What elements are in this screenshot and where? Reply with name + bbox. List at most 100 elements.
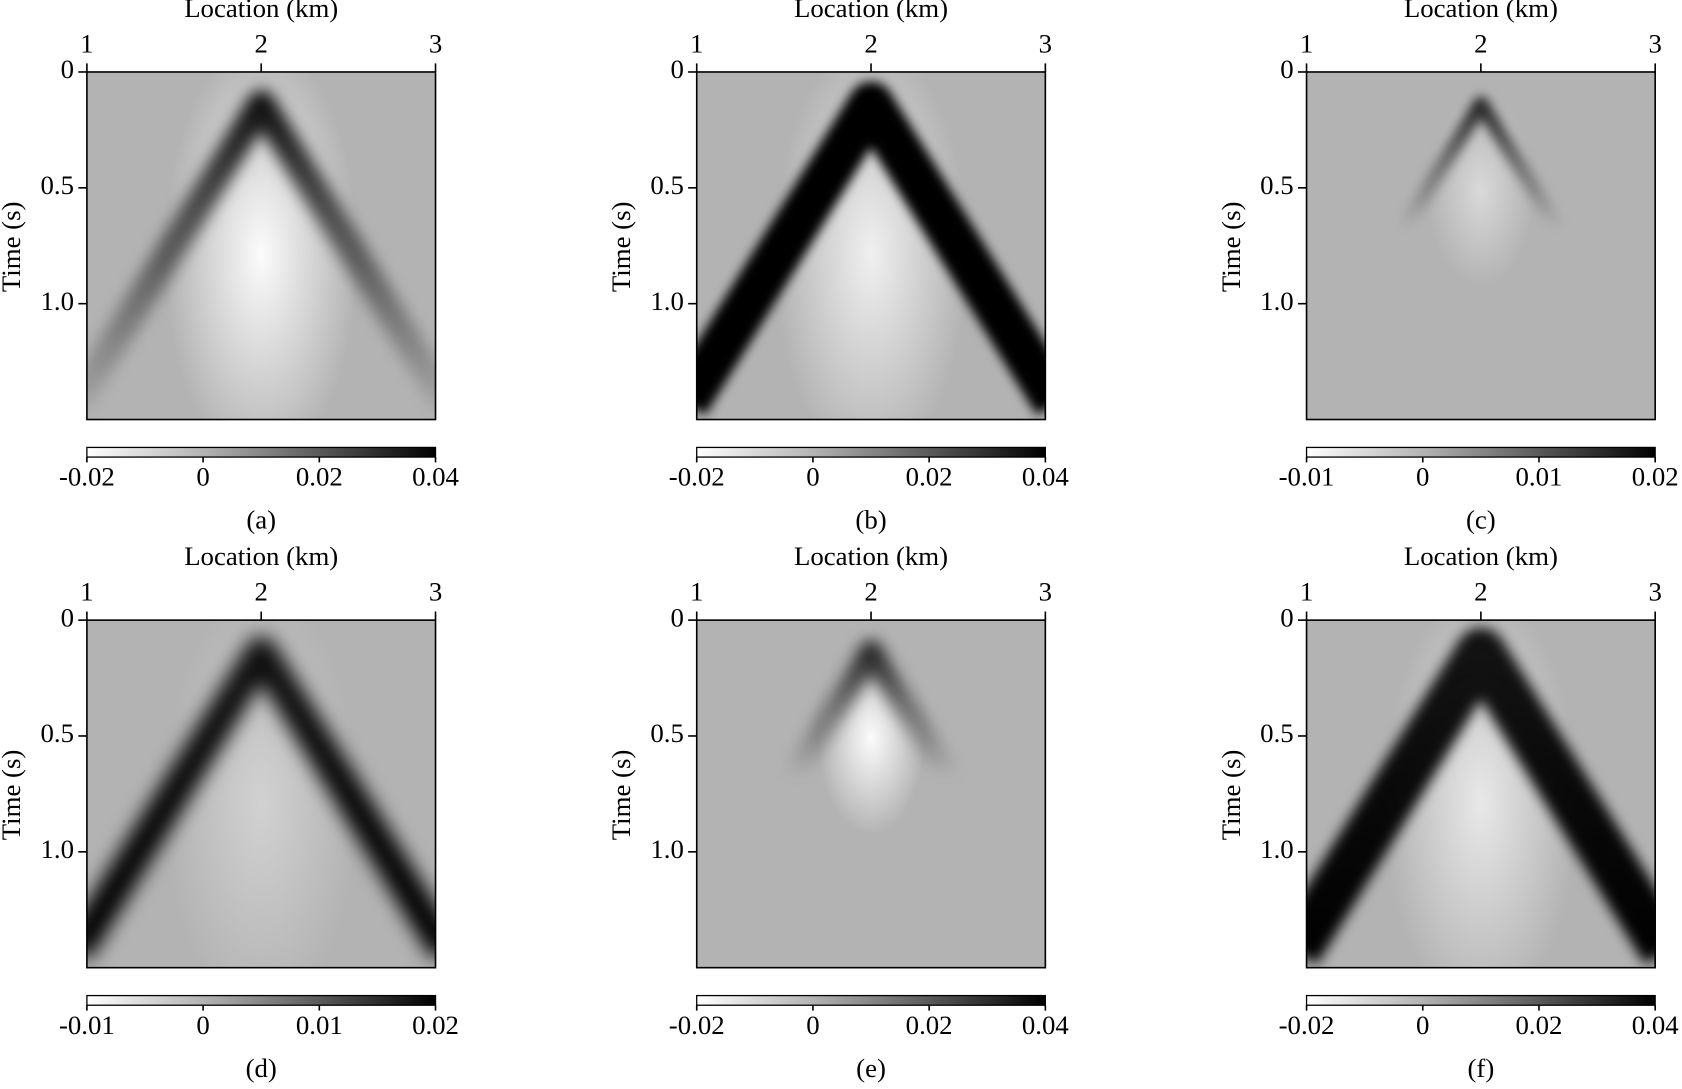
y-axis-label: Time (s) — [0, 750, 26, 841]
heatmap-image — [696, 71, 1046, 420]
wavefront — [696, 640, 1046, 957]
colorbar-tick-label: 0 — [806, 1010, 819, 1040]
colorbar — [696, 446, 1046, 458]
colorbar-tick-label: -0.01 — [1279, 462, 1335, 492]
colorbar-tick-label: 0.02 — [1516, 1010, 1563, 1040]
y-axis-label: Time (s) — [606, 750, 636, 841]
x-tick-label: 2 — [1474, 577, 1487, 607]
panel-caption: (b) — [855, 505, 886, 535]
x-axis-label: Location (km) — [1404, 541, 1558, 571]
heatmap-image — [696, 620, 1046, 968]
y-tick-label: 1.0 — [650, 286, 684, 316]
colorbar-tick-label: 0.02 — [412, 1010, 459, 1040]
wavefront — [696, 81, 1046, 416]
x-tick-label: 1 — [80, 28, 93, 58]
y-tick-label: 0 — [1280, 602, 1293, 632]
colorbar-tick-label: 0 — [196, 1010, 209, 1040]
colorbar — [86, 446, 437, 458]
y-axis-label: Time (s) — [1216, 750, 1246, 841]
wavefront — [1306, 96, 1656, 401]
x-tick-label: 1 — [80, 577, 93, 607]
y-tick-label: 1.0 — [1260, 286, 1294, 316]
y-tick-label: 0.5 — [41, 170, 75, 200]
x-tick-label: 3 — [1648, 28, 1661, 58]
x-tick-label: 1 — [1300, 28, 1313, 58]
colorbar-tick-label: 0.01 — [1516, 462, 1563, 492]
colorbar-tick-label: -0.02 — [59, 462, 115, 492]
x-tick-label: 3 — [1039, 577, 1052, 607]
wavefront — [1306, 627, 1656, 965]
y-tick-label: 0.5 — [650, 170, 684, 200]
y-tick-label: 0.5 — [650, 718, 684, 748]
colorbar-tick-label: 0.04 — [1022, 1010, 1069, 1040]
heatmap-image — [1306, 71, 1656, 420]
colorbar-tick-label: 0.04 — [1632, 1010, 1679, 1040]
wavefront — [86, 90, 436, 411]
colorbar-tick-label: -0.02 — [669, 462, 725, 492]
colorbar-tick-label: 0.04 — [412, 462, 459, 492]
x-tick-label: 2 — [864, 28, 877, 58]
x-axis-label: Location (km) — [794, 0, 948, 23]
y-tick-label: 0 — [670, 54, 683, 84]
panel-caption: (f) — [1467, 1053, 1494, 1083]
panel: 1 2 3 0 0.5 1.0 Location (km) Time (s) -0.02 0 0.0… — [0, 0, 459, 535]
y-axis-label: Time (s) — [0, 202, 26, 293]
heatmap-image — [86, 620, 436, 968]
colorbar — [86, 994, 437, 1006]
y-tick-label: 1.0 — [41, 834, 75, 864]
x-tick-label: 1 — [690, 28, 703, 58]
panel-caption: (a) — [246, 505, 276, 535]
x-tick-label: 3 — [1648, 577, 1661, 607]
x-axis-label: Location (km) — [794, 541, 948, 571]
panel: 1 2 3 0 0.5 1.0 Location (km) Time (s) -0.02 0 0.0… — [606, 0, 1069, 535]
colorbar — [1305, 446, 1656, 458]
x-tick-label: 3 — [429, 577, 442, 607]
y-tick-label: 0.5 — [1260, 170, 1294, 200]
y-tick-label: 0.5 — [41, 718, 75, 748]
y-tick-label: 1.0 — [1260, 834, 1294, 864]
y-tick-label: 1.0 — [41, 286, 75, 316]
y-tick-label: 0 — [670, 602, 683, 632]
colorbar-tick-label: 0.02 — [1632, 462, 1679, 492]
colorbar-tick-label: 0 — [1416, 1010, 1429, 1040]
y-axis-label: Time (s) — [606, 202, 636, 293]
panel: 1 2 3 0 0.5 1.0 Location (km) Time (s) -0.02 0 0.0… — [1216, 541, 1679, 1083]
x-tick-label: 1 — [1300, 577, 1313, 607]
colorbar — [1305, 994, 1656, 1006]
colorbar-tick-label: 0.02 — [906, 462, 953, 492]
x-axis-label: Location (km) — [184, 541, 338, 571]
y-axis-label: Time (s) — [1216, 202, 1246, 293]
x-tick-label: 2 — [1474, 28, 1487, 58]
colorbar-tick-label: 0.04 — [1022, 462, 1069, 492]
wavefront — [86, 636, 436, 961]
x-tick-label: 1 — [690, 577, 703, 607]
panel-caption: (d) — [246, 1053, 277, 1083]
y-tick-label: 1.0 — [650, 834, 684, 864]
x-tick-label: 3 — [1039, 28, 1052, 58]
x-axis-label: Location (km) — [184, 0, 338, 23]
colorbar-tick-label: -0.02 — [669, 1010, 725, 1040]
x-tick-label: 3 — [429, 28, 442, 58]
y-tick-label: 0 — [61, 602, 74, 632]
heatmap-image — [86, 71, 436, 420]
colorbar-tick-label: -0.02 — [1279, 1010, 1335, 1040]
colorbar-tick-label: -0.01 — [59, 1010, 115, 1040]
panel-caption: (e) — [856, 1053, 886, 1083]
colorbar — [696, 994, 1046, 1006]
heatmap-image — [1306, 620, 1656, 968]
y-tick-label: 0 — [61, 54, 74, 84]
panel-caption: (c) — [1466, 505, 1496, 535]
x-axis-label: Location (km) — [1404, 0, 1558, 23]
colorbar-tick-label: 0.01 — [296, 1010, 343, 1040]
x-tick-label: 2 — [864, 577, 877, 607]
colorbar-tick-label: 0 — [196, 462, 209, 492]
panel: 1 2 3 0 0.5 1.0 Location (km) Time (s) -0.02 0 0.0… — [606, 541, 1069, 1083]
x-tick-label: 2 — [255, 577, 268, 607]
colorbar-tick-label: 0.02 — [296, 462, 343, 492]
y-tick-label: 0.5 — [1260, 718, 1294, 748]
colorbar-tick-label: 0.02 — [906, 1010, 953, 1040]
colorbar-tick-label: 0 — [1416, 462, 1429, 492]
y-tick-label: 0 — [1280, 54, 1293, 84]
panel: 1 2 3 0 0.5 1.0 Location (km) Time (s) -0.01 0 0.0… — [1216, 0, 1679, 535]
